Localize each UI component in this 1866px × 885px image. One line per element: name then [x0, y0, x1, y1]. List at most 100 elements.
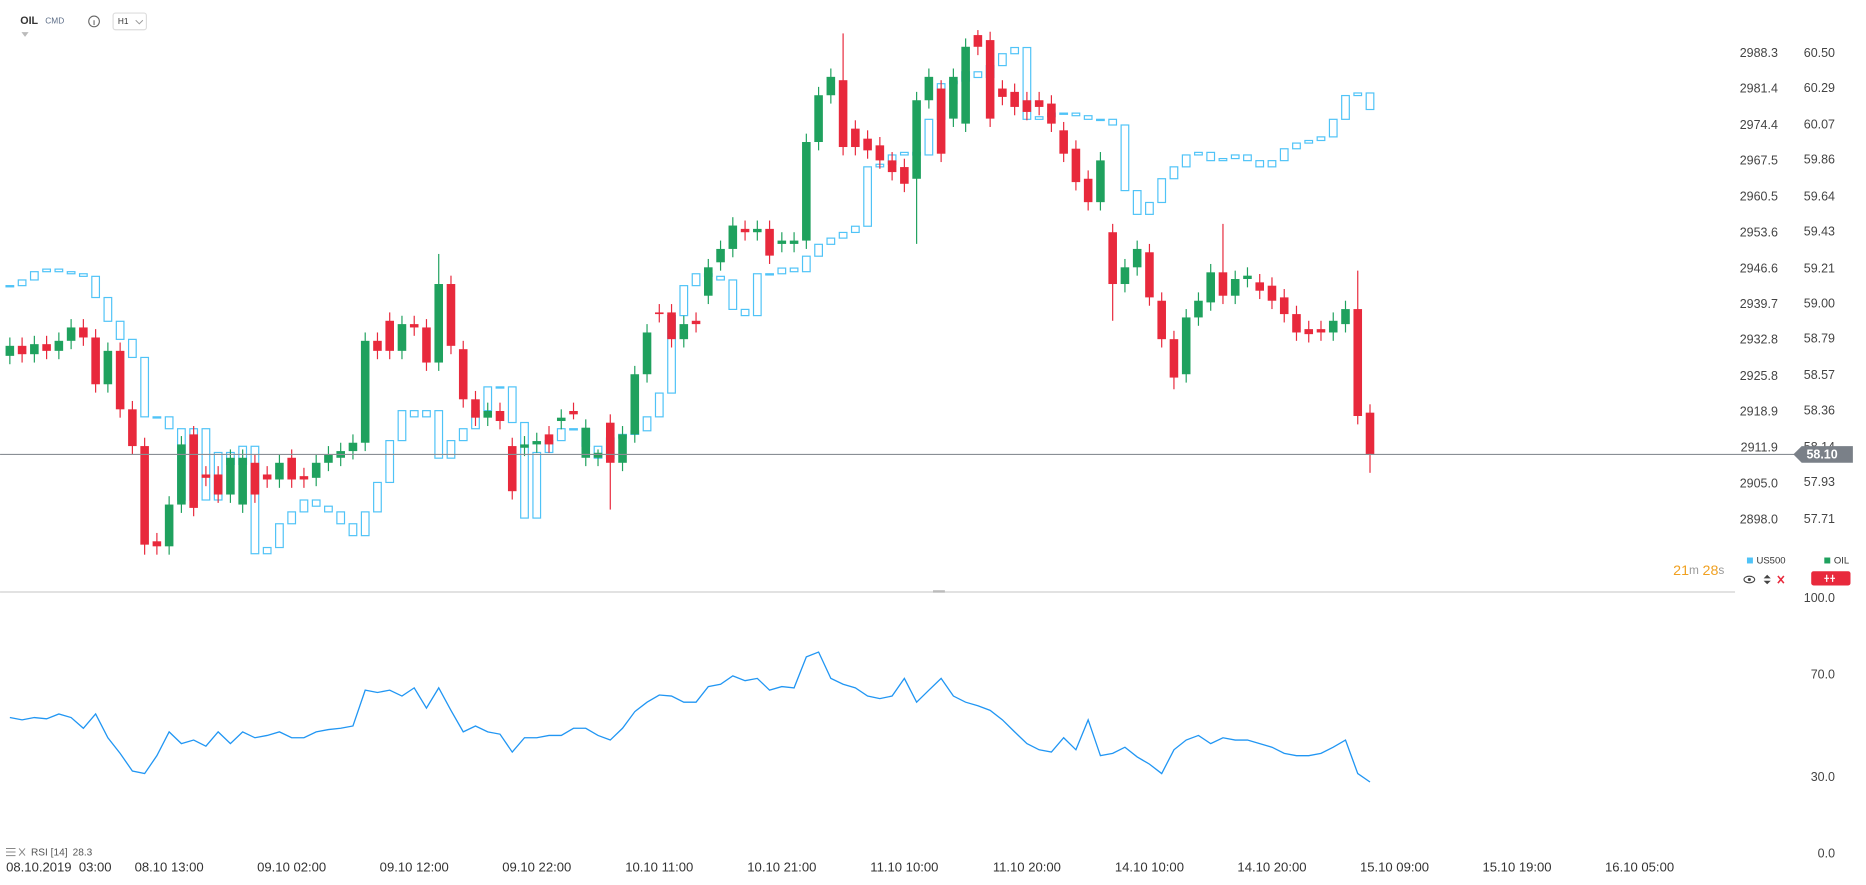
overlay-candle [1194, 151, 1203, 156]
overlay-candle [458, 428, 468, 442]
candle-body [177, 444, 186, 505]
overlay-candle [495, 386, 505, 389]
candle-body [152, 541, 162, 547]
overlay-candle [152, 416, 162, 419]
candle-body [458, 349, 468, 400]
y-tick-label: 58.36 [1804, 403, 1835, 417]
symbol-dropdown-icon[interactable] [21, 32, 29, 37]
overlay-candle [507, 386, 517, 424]
candle-body [1120, 267, 1130, 285]
legend-label: US500 [1756, 556, 1785, 567]
candle-body [630, 374, 640, 435]
candle-body [483, 410, 493, 418]
indicator-value: 28.3 [73, 847, 93, 858]
interval-select[interactable] [112, 12, 148, 31]
countdown: 21m 28s [1673, 563, 1724, 579]
overlay-candle [1096, 118, 1105, 122]
candle-body [1145, 252, 1154, 298]
overlay-candle [140, 356, 150, 418]
overlay-candle [360, 511, 370, 537]
overlay-candle [997, 53, 1007, 67]
candle-body [201, 474, 211, 478]
candle-body [1353, 309, 1363, 417]
x-tick-label: 09.10 12:00 [380, 860, 449, 875]
y-tick-label: 59.21 [1804, 261, 1835, 275]
y2-tick-label: 2925.8 [1740, 369, 1778, 383]
overlay-candle [1145, 201, 1154, 215]
candle-body [495, 410, 505, 422]
candle-body [704, 267, 713, 296]
candle-body [54, 340, 64, 351]
y2-tick-label: 2918.9 [1740, 404, 1778, 418]
overlay-candle [1010, 46, 1020, 55]
candle-body [1083, 178, 1093, 203]
countdown-seconds-unit: s [1718, 563, 1724, 577]
candle-body [311, 462, 321, 478]
candle-body [1304, 329, 1314, 335]
overlay-candle [1341, 94, 1350, 120]
reorder-icon[interactable] [1763, 574, 1771, 585]
candle-body [1365, 412, 1375, 455]
x-tick-label: 14.10 10:00 [1115, 860, 1184, 875]
overlay-candle [826, 237, 836, 245]
candle-body [863, 138, 872, 151]
candle-body [887, 160, 897, 173]
candle-body [949, 76, 958, 119]
visibility-icon-pupil [1747, 577, 1751, 582]
overlay-candle [789, 267, 799, 273]
panel-resize-handle[interactable] [933, 590, 945, 593]
candle-body [900, 167, 909, 184]
overlay-candle [679, 285, 689, 317]
overlay-candle [973, 71, 983, 79]
candle-body [1218, 272, 1228, 296]
candle-body [789, 240, 799, 244]
x-tick-label: 10.10 21:00 [747, 860, 816, 875]
candle-body [1279, 297, 1289, 315]
x-tick-label: 16.10 05:00 [1605, 860, 1674, 875]
candle-body [544, 434, 554, 445]
overlay-candle [752, 273, 762, 317]
candle-body [593, 452, 603, 458]
overlay-candle [91, 275, 101, 299]
candle-body [520, 444, 529, 448]
overlay-candle [801, 255, 811, 273]
candle-body [1071, 148, 1081, 183]
overlay-candle [385, 440, 395, 484]
indicator-menu-icon[interactable] [5, 847, 16, 857]
candle-body [1243, 275, 1252, 280]
candle-body [1022, 100, 1032, 112]
rsi-line [9, 651, 1371, 783]
indicator-settings-icon[interactable] [18, 848, 26, 856]
interval-caret [135, 19, 144, 25]
x-tick-label: 09.10 22:00 [502, 860, 571, 875]
y-tick-label: 70.0 [1811, 668, 1835, 682]
candle-body [446, 284, 456, 346]
overlay-candle [1034, 116, 1044, 120]
candle-body [471, 399, 480, 418]
candle-body [753, 228, 762, 233]
x-tick-label: 08.10.2019 03:00 [6, 860, 111, 875]
y2-tick-label: 2905.0 [1740, 476, 1778, 490]
candle-body [1169, 339, 1179, 378]
interval: H1 [118, 16, 129, 26]
candle-body [642, 332, 652, 375]
y2-tick-label: 2953.6 [1740, 225, 1778, 239]
candle-body [1108, 232, 1117, 285]
overlay-candle [1292, 142, 1301, 150]
symbol[interactable]: OIL [20, 15, 38, 27]
info-icon[interactable] [88, 15, 100, 28]
candle-body [838, 80, 848, 148]
y-tick-label: 60.07 [1804, 118, 1835, 132]
candle-body [140, 446, 149, 545]
candle-body [5, 345, 15, 356]
overlay-candle [311, 499, 321, 507]
overlay-candle [1071, 112, 1081, 117]
remove-icon[interactable] [1777, 575, 1785, 584]
visibility-icon[interactable] [1743, 575, 1756, 584]
overlay-candle [1230, 154, 1240, 160]
candle-body [1157, 300, 1166, 340]
candle-body [373, 340, 382, 351]
candle-body [679, 324, 689, 340]
x-tick-label: 11.10 20:00 [993, 860, 1061, 875]
overlay-candle [336, 511, 346, 525]
